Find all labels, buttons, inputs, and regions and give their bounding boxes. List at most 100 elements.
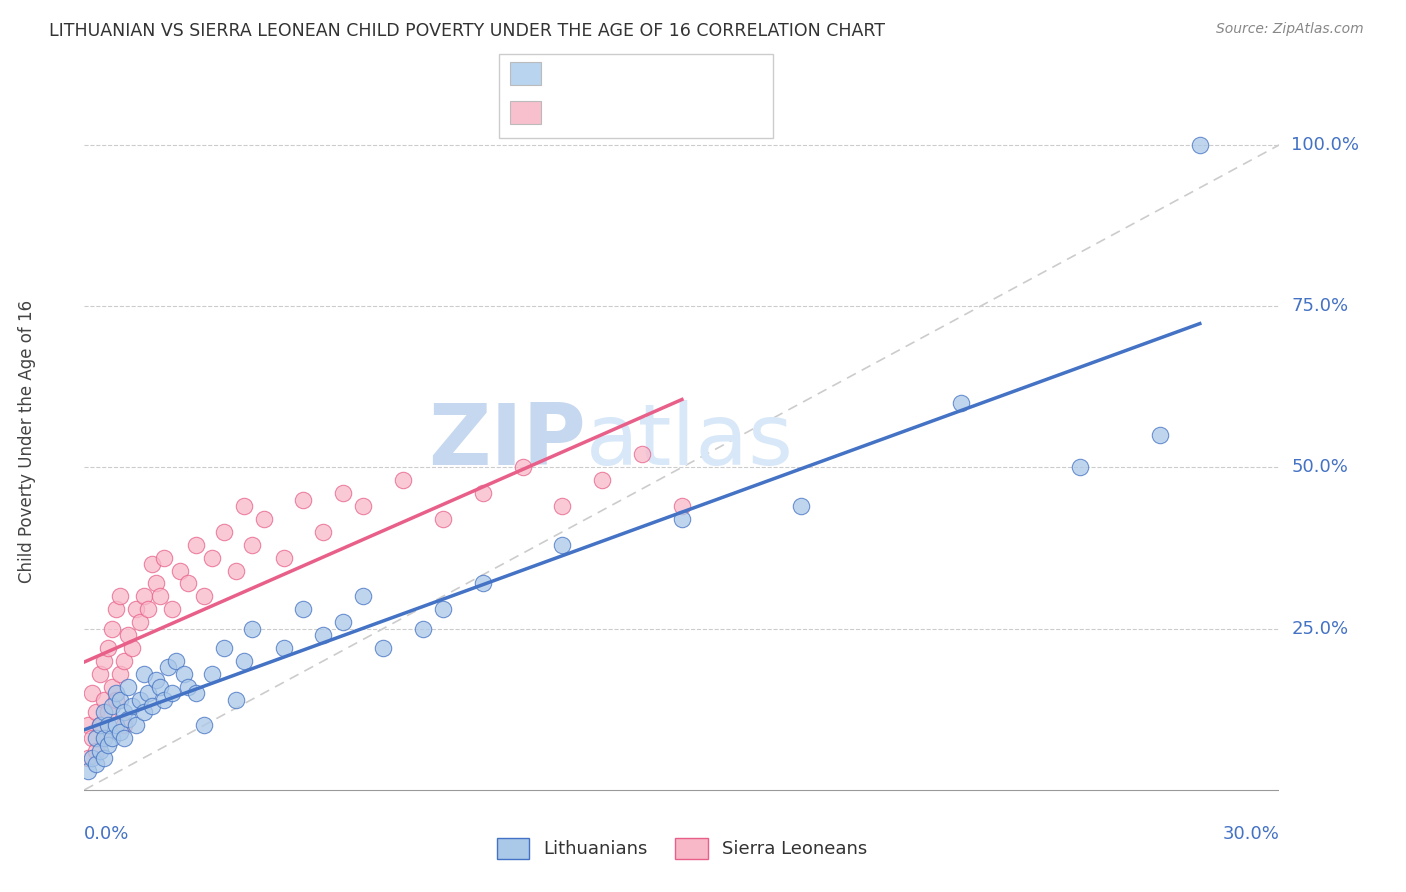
Point xyxy=(132,706,156,720)
Point xyxy=(193,718,215,732)
Point xyxy=(101,680,124,694)
Point xyxy=(89,744,111,758)
Point xyxy=(551,499,574,513)
Point xyxy=(149,590,172,604)
Text: R =: R = xyxy=(547,103,586,121)
Point xyxy=(160,686,183,700)
Point xyxy=(201,550,224,565)
Point xyxy=(86,731,108,746)
Point xyxy=(82,731,104,746)
Point xyxy=(129,615,152,630)
Text: 0.574: 0.574 xyxy=(583,64,636,82)
Text: ZIP: ZIP xyxy=(429,400,586,483)
Point xyxy=(105,602,128,616)
Point xyxy=(93,706,115,720)
Text: Source: ZipAtlas.com: Source: ZipAtlas.com xyxy=(1216,22,1364,37)
Point xyxy=(273,550,295,565)
Point xyxy=(82,686,104,700)
Point xyxy=(101,622,124,636)
Point xyxy=(97,738,120,752)
Point xyxy=(112,731,135,746)
Point xyxy=(112,718,135,732)
Point xyxy=(1188,137,1211,152)
Point xyxy=(93,692,115,706)
Point xyxy=(165,654,187,668)
Text: 30.0%: 30.0% xyxy=(1223,825,1279,843)
Point xyxy=(132,590,156,604)
Point xyxy=(145,673,167,688)
Text: 25.0%: 25.0% xyxy=(1292,620,1348,638)
Point xyxy=(212,640,235,655)
Point xyxy=(232,499,254,513)
Point xyxy=(240,622,263,636)
Point xyxy=(101,699,124,714)
Point xyxy=(97,640,120,655)
Point xyxy=(790,499,813,513)
Point xyxy=(184,538,207,552)
Point xyxy=(136,686,159,700)
Point xyxy=(332,615,354,630)
Point xyxy=(1069,460,1091,475)
Point xyxy=(110,692,132,706)
Point xyxy=(105,718,128,732)
Point xyxy=(631,447,654,461)
Point xyxy=(121,640,143,655)
Point xyxy=(671,512,693,526)
Point xyxy=(312,628,335,642)
Text: atlas: atlas xyxy=(586,400,794,483)
Point xyxy=(110,590,132,604)
Point xyxy=(93,654,115,668)
Point xyxy=(112,654,135,668)
Point xyxy=(117,628,139,642)
Point xyxy=(551,538,574,552)
Text: 50.0%: 50.0% xyxy=(1292,458,1348,476)
Point xyxy=(141,699,163,714)
Point xyxy=(89,718,111,732)
Point xyxy=(177,680,200,694)
Point xyxy=(86,706,108,720)
Point xyxy=(110,666,132,681)
Text: LITHUANIAN VS SIERRA LEONEAN CHILD POVERTY UNDER THE AGE OF 16 CORRELATION CHART: LITHUANIAN VS SIERRA LEONEAN CHILD POVER… xyxy=(49,22,886,40)
Point xyxy=(77,718,100,732)
Point xyxy=(86,744,108,758)
Point xyxy=(292,492,315,507)
Point xyxy=(136,602,159,616)
Text: R =: R = xyxy=(547,64,586,82)
Point xyxy=(232,654,254,668)
Point xyxy=(292,602,315,616)
Point xyxy=(93,731,115,746)
Point xyxy=(169,564,191,578)
Point xyxy=(105,692,128,706)
Point xyxy=(240,538,263,552)
Point xyxy=(352,590,374,604)
Point xyxy=(253,512,276,526)
Text: 75.0%: 75.0% xyxy=(1292,297,1348,315)
Point xyxy=(89,666,111,681)
Point xyxy=(97,706,120,720)
Point xyxy=(93,750,115,764)
Point xyxy=(153,692,176,706)
Point xyxy=(177,576,200,591)
Point xyxy=(512,460,534,475)
Point xyxy=(125,602,148,616)
Point xyxy=(432,602,454,616)
Point xyxy=(184,686,207,700)
Point xyxy=(273,640,295,655)
Point xyxy=(145,576,167,591)
Point xyxy=(153,550,176,565)
Point xyxy=(141,557,163,571)
Point xyxy=(949,396,972,410)
Point xyxy=(101,731,124,746)
Point xyxy=(89,718,111,732)
Point xyxy=(117,712,139,726)
Text: 0.0%: 0.0% xyxy=(84,825,129,843)
Text: 59: 59 xyxy=(679,64,702,82)
Point xyxy=(112,706,135,720)
Point xyxy=(132,666,156,681)
Point xyxy=(471,576,494,591)
Point xyxy=(121,699,143,714)
Text: N =: N = xyxy=(637,103,689,121)
Point xyxy=(97,718,120,732)
Point xyxy=(1149,428,1171,442)
Point xyxy=(82,750,104,764)
